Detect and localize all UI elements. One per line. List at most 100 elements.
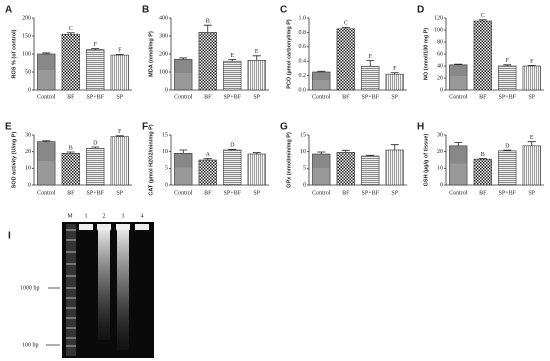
y-tick-label: 0 [28, 87, 31, 93]
significance-letter: F [94, 42, 98, 48]
bar [110, 136, 129, 186]
bar [473, 158, 492, 186]
x-tick-label: SP+BF [224, 94, 242, 100]
x-tick-label: SP+BF [362, 190, 380, 196]
bar [522, 145, 541, 186]
x-tick-label: SP+BF [87, 94, 105, 100]
significance-letter: D [230, 143, 235, 149]
ladder-lane [66, 224, 76, 356]
significance-letter: F [393, 66, 397, 72]
significance-letter: B [481, 152, 485, 158]
error-bar [42, 52, 51, 54]
error-bar [91, 146, 100, 149]
x-tick-label: Control [37, 190, 56, 196]
y-axis-label: GSH (µg/g of tissue) [423, 133, 429, 186]
lane-label: 3 [122, 213, 125, 219]
y-tick-label: 100 [22, 51, 31, 57]
y-axis-label: CAT (µmol H2O2/min/mg P) [148, 124, 154, 195]
x-tick-label: SP [116, 94, 123, 100]
x-tick-label: Control [449, 190, 468, 196]
x-tick-label: Control [37, 94, 56, 100]
y-tick-label: 300 [159, 33, 168, 39]
marker-label: 100 bp [22, 342, 39, 348]
lane-smear [117, 230, 129, 350]
significance-letter: C [481, 13, 485, 19]
y-axis-label: GPx (nmol/min/mg P) [286, 132, 292, 188]
lane-band [97, 224, 111, 230]
y-tick-label: 10 [437, 166, 443, 172]
y-tick-label: 10 [162, 149, 168, 155]
error-bar [317, 151, 326, 154]
y-tick-label: 400 [159, 15, 168, 21]
error-bar [115, 53, 124, 56]
y-tick-label: 0 [440, 87, 443, 93]
y-tick-label: 10 [300, 149, 306, 155]
bar [385, 73, 404, 91]
y-axis-label: SOD activity (U/mg P) [11, 132, 17, 189]
bar [312, 153, 331, 186]
bar [361, 155, 380, 186]
significance-letter: C [344, 21, 348, 27]
significance-letter: A [206, 152, 211, 158]
error-bar [454, 63, 463, 65]
x-tick-label: SP+BF [499, 94, 517, 100]
panel-label: A [5, 5, 12, 16]
lane-label: 1 [85, 213, 88, 219]
x-tick-label: Control [312, 190, 331, 196]
lane-band [135, 224, 149, 230]
y-tick-label: 50 [25, 69, 31, 75]
y-tick-label: 120 [434, 15, 443, 21]
x-tick-label: Control [174, 94, 193, 100]
y-tick-label: 0 [303, 182, 306, 188]
panel-label: H [417, 122, 424, 133]
x-tick-label: SP [528, 190, 535, 196]
significance-letter: F [530, 59, 534, 65]
significance-letter: F [118, 129, 122, 135]
bar [247, 59, 266, 91]
y-tick-label: 20 [25, 149, 31, 155]
bar [247, 153, 266, 186]
bar [336, 28, 355, 91]
error-bar [527, 65, 536, 66]
panel-label: G [280, 122, 288, 133]
error-bar [66, 32, 75, 35]
significance-letter: B [206, 19, 210, 25]
y-tick-label: 0 [165, 87, 168, 93]
bar [174, 59, 193, 91]
lane-smear [98, 230, 110, 340]
error-bar [341, 26, 350, 29]
error-bar [527, 141, 536, 146]
y-tick-label: 20 [437, 149, 443, 155]
bar [498, 65, 517, 91]
bar [312, 71, 331, 91]
panel-label: F [142, 122, 148, 133]
y-axis-label: NO (nmol/100 mg P) [423, 28, 429, 80]
bar [198, 159, 217, 186]
bar [61, 33, 80, 91]
y-tick-label: 200 [159, 51, 168, 57]
bar [174, 153, 193, 186]
error-bar [454, 142, 463, 146]
x-tick-label: BF [67, 94, 75, 100]
panel-label: E [5, 122, 12, 133]
x-tick-label: BF [342, 190, 350, 196]
marker-label: 1000 bp [20, 285, 40, 291]
y-tick-label: 40 [437, 63, 443, 69]
panel-label: B [142, 5, 149, 16]
x-tick-label: BF [479, 94, 487, 100]
lane-band [116, 224, 130, 230]
x-tick-label: BF [204, 190, 212, 196]
y-axis-label: ROS % (of control) [11, 29, 17, 78]
x-tick-label: SP+BF [224, 190, 242, 196]
significance-letter: B [69, 145, 73, 151]
bar [223, 60, 242, 91]
bar [449, 145, 468, 186]
error-bar [503, 64, 512, 66]
x-tick-label: Control [449, 94, 468, 100]
error-bar [228, 59, 237, 62]
y-tick-label: 100 [434, 27, 443, 33]
y-tick-label: 0 [28, 182, 31, 188]
y-tick-label: 0.8 [299, 30, 307, 36]
bar [61, 153, 80, 186]
x-tick-label: Control [174, 190, 193, 196]
